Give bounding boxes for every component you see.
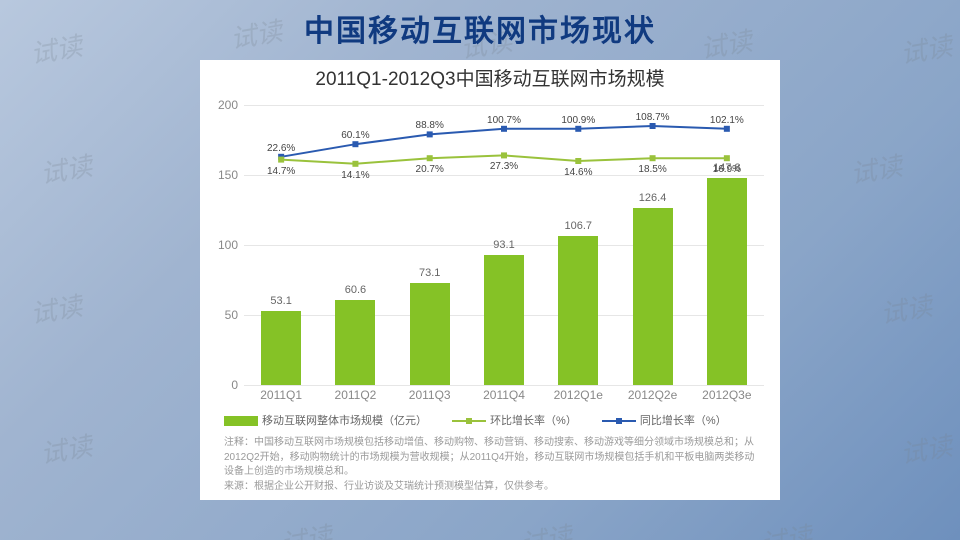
series-marker <box>650 123 656 129</box>
series-marker <box>724 155 730 161</box>
x-tick-label: 2012Q2e <box>628 388 677 402</box>
watermark: 试读 <box>877 286 935 331</box>
x-tick-label: 2012Q1e <box>554 388 603 402</box>
x-tick-label: 2011Q2 <box>335 388 377 402</box>
bar <box>633 208 673 385</box>
series-point-label: 100.7% <box>487 115 521 126</box>
gridline <box>244 105 764 106</box>
watermark: 试读 <box>757 516 815 540</box>
legend-swatch-bar <box>224 416 258 426</box>
x-tick-label: 2012Q3e <box>702 388 751 402</box>
chart-notes: 注释：中国移动互联网市场规模包括移动增值、移动购物、移动营销、移动搜索、移动游戏… <box>224 436 764 494</box>
series-marker <box>427 131 433 137</box>
y-tick-label: 0 <box>231 378 238 392</box>
series-marker <box>575 158 581 164</box>
watermark: 试读 <box>37 146 95 191</box>
note-line-2: 来源：根据企业公开财报、行业访谈及艾瑞统计预测模型估算，仅供参考。 <box>224 480 764 495</box>
gridline <box>244 385 764 386</box>
y-tick-label: 150 <box>218 168 238 182</box>
watermark: 试读 <box>847 146 905 191</box>
chart-legend: 移动互联网整体市场规模（亿元） 环比增长率（%） 同比增长率（%） <box>224 412 770 428</box>
legend-blue: 同比增长率（%） <box>602 412 727 428</box>
series-marker <box>724 126 730 132</box>
series-point-label: 60.1% <box>341 130 369 141</box>
bar <box>707 178 747 385</box>
series-marker <box>278 157 284 163</box>
series-marker <box>575 126 581 132</box>
series-point-label: 20.7% <box>416 164 444 175</box>
bar-value-label: 126.4 <box>639 192 667 204</box>
bar <box>484 255 524 385</box>
legend-label-bar: 移动互联网整体市场规模（亿元） <box>262 415 427 427</box>
y-tick-label: 200 <box>218 98 238 112</box>
watermark: 试读 <box>897 426 955 471</box>
legend-green: 环比增长率（%） <box>452 412 577 428</box>
bar-value-label: 93.1 <box>493 239 514 251</box>
watermark: 试读 <box>37 426 95 471</box>
x-tick-label: 2011Q4 <box>483 388 525 402</box>
chart-panel: 2011Q1-2012Q3中国移动互联网市场规模 0 50 100 150 200 53.… <box>200 60 780 500</box>
series-marker <box>352 161 358 167</box>
x-tick-label: 2011Q1 <box>260 388 302 402</box>
series-point-label: 14.7% <box>267 166 295 177</box>
y-tick-label: 100 <box>218 238 238 252</box>
series-marker <box>352 141 358 147</box>
gridline <box>244 175 764 176</box>
series-marker <box>650 155 656 161</box>
watermark: 试读 <box>517 516 575 540</box>
series-point-label: 100.9% <box>561 115 595 126</box>
chart-title: 2011Q1-2012Q3中国移动互联网市场规模 <box>200 64 780 91</box>
series-point-label: 22.6% <box>267 143 295 154</box>
series-point-label: 14.1% <box>341 170 369 181</box>
bar-value-label: 73.1 <box>419 267 440 279</box>
y-tick-label: 50 <box>225 308 238 322</box>
bar <box>261 311 301 385</box>
series-marker <box>501 126 507 132</box>
series-point-label: 27.3% <box>490 161 518 172</box>
slide-root: 试读试读试读试读试读试读试读试读试读试读试读试读试读试读 中国移动互联网市场现状… <box>0 0 960 540</box>
bar <box>558 236 598 385</box>
legend-label-green: 环比增长率（%） <box>490 415 577 427</box>
legend-bar: 移动互联网整体市场规模（亿元） <box>224 412 427 428</box>
series-marker <box>501 152 507 158</box>
slide-title: 中国移动互联网市场现状 <box>0 6 960 50</box>
chart-x-axis: 2011Q1 2011Q2 2011Q3 2011Q4 2012Q1e 2012Q2e 20… <box>244 388 764 408</box>
watermark: 试读 <box>27 286 85 331</box>
series-point-label: 102.1% <box>710 115 744 126</box>
chart-plot-area: 05010015020053.160.673.193.1106.7126.414… <box>244 105 764 385</box>
bar-value-label: 53.1 <box>270 295 291 307</box>
x-tick-label: 2011Q3 <box>409 388 451 402</box>
legend-swatch-green <box>452 416 486 426</box>
legend-label-blue: 同比增长率（%） <box>640 415 727 427</box>
bar-value-label: 60.6 <box>345 284 366 296</box>
bar <box>335 300 375 385</box>
legend-swatch-blue <box>602 416 636 426</box>
bar <box>410 283 450 385</box>
series-point-label: 14.6% <box>564 167 592 178</box>
series-point-label: 18.5% <box>638 164 666 175</box>
series-point-label: 16.9% <box>713 164 741 175</box>
bar-value-label: 106.7 <box>565 220 593 232</box>
series-point-label: 108.7% <box>636 112 670 123</box>
note-line-1: 注释：中国移动互联网市场规模包括移动增值、移动购物、移动营销、移动搜索、移动游戏… <box>224 436 764 480</box>
series-point-label: 88.8% <box>416 120 444 131</box>
series-marker <box>427 155 433 161</box>
watermark: 试读 <box>277 516 335 540</box>
